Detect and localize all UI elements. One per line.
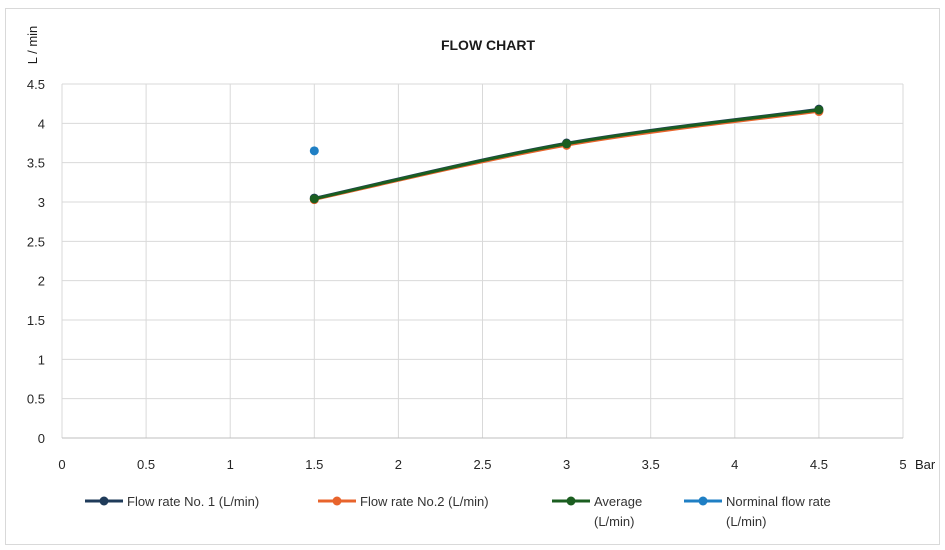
legend-marker-0 — [99, 496, 109, 506]
y-tick-label: 3.5 — [27, 156, 45, 171]
legend-marker-1 — [332, 496, 342, 506]
x-tick-label: 2 — [395, 457, 402, 472]
legend-label-3: (L/min) — [726, 514, 766, 529]
y-tick-label: 3 — [38, 195, 45, 210]
y-tick-label: 2 — [38, 274, 45, 289]
y-tick-label: 0 — [38, 431, 45, 446]
x-tick-label: 0.5 — [137, 457, 155, 472]
chart-frame — [5, 8, 940, 545]
legend: Flow rate No. 1 (L/min) Flow rate No.2 (L… — [85, 494, 831, 529]
x-tick-label: 1.5 — [305, 457, 323, 472]
x-tick-label: 2.5 — [473, 457, 491, 472]
y-tick-label: 4 — [38, 116, 45, 131]
grid — [61, 83, 904, 439]
x-tick-label: 3.5 — [642, 457, 660, 472]
y-tick-label: 1.5 — [27, 313, 45, 328]
chart-title: FLOW CHART — [441, 37, 536, 53]
tick-labels: 0 0.5 1 1.5 2 2.5 3 3.5 4 4.5 5 0 0.5 1 1.5 2 2.5 3 3.5 4 4.… — [27, 77, 907, 472]
series — [309, 104, 824, 205]
legend-label-1: Flow rate No.2 (L/min) — [360, 494, 489, 509]
legend-marker-2 — [566, 496, 576, 506]
x-tick-label: 0 — [58, 457, 65, 472]
y-tick-label: 2.5 — [27, 234, 45, 249]
x-tick-label: 4.5 — [810, 457, 828, 472]
data-point-series-2 — [309, 194, 319, 204]
legend-label-2: Average — [594, 494, 642, 509]
data-point-series-2 — [814, 105, 824, 115]
x-tick-label: 4 — [731, 457, 738, 472]
data-point-series-3 — [309, 146, 319, 156]
legend-marker-3 — [698, 496, 708, 506]
legend-label-0: Flow rate No. 1 (L/min) — [127, 494, 259, 509]
x-tick-label: 3 — [563, 457, 570, 472]
y-tick-label: 4.5 — [27, 77, 45, 92]
y-axis-label: L / min — [25, 26, 40, 65]
data-point-series-2 — [562, 139, 572, 149]
x-tick-label: 1 — [227, 457, 234, 472]
y-tick-label: 1 — [38, 352, 45, 367]
x-axis-label: Bar — [915, 457, 936, 472]
y-tick-label: 0.5 — [27, 392, 45, 407]
x-tick-label: 5 — [899, 457, 906, 472]
legend-label-3: Norminal flow rate — [726, 494, 831, 509]
legend-label-2: (L/min) — [594, 514, 634, 529]
